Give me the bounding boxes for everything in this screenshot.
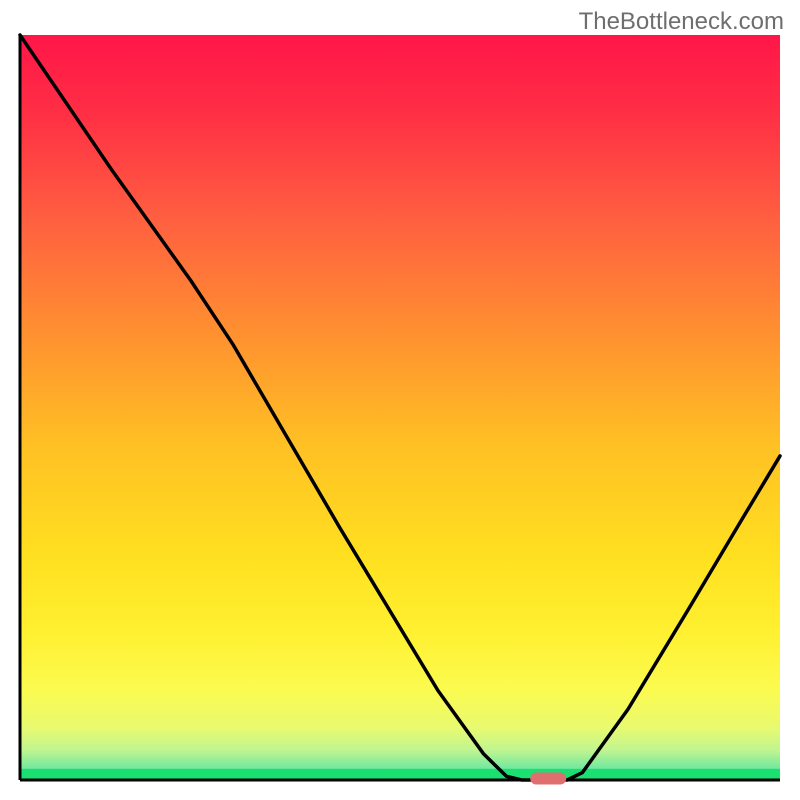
plot-background <box>20 35 780 780</box>
minimum-band <box>20 769 780 780</box>
chart-svg <box>0 0 800 800</box>
bottleneck-chart: TheBottleneck.com <box>0 0 800 800</box>
attribution-text: TheBottleneck.com <box>579 8 784 36</box>
optimal-marker <box>530 773 566 785</box>
